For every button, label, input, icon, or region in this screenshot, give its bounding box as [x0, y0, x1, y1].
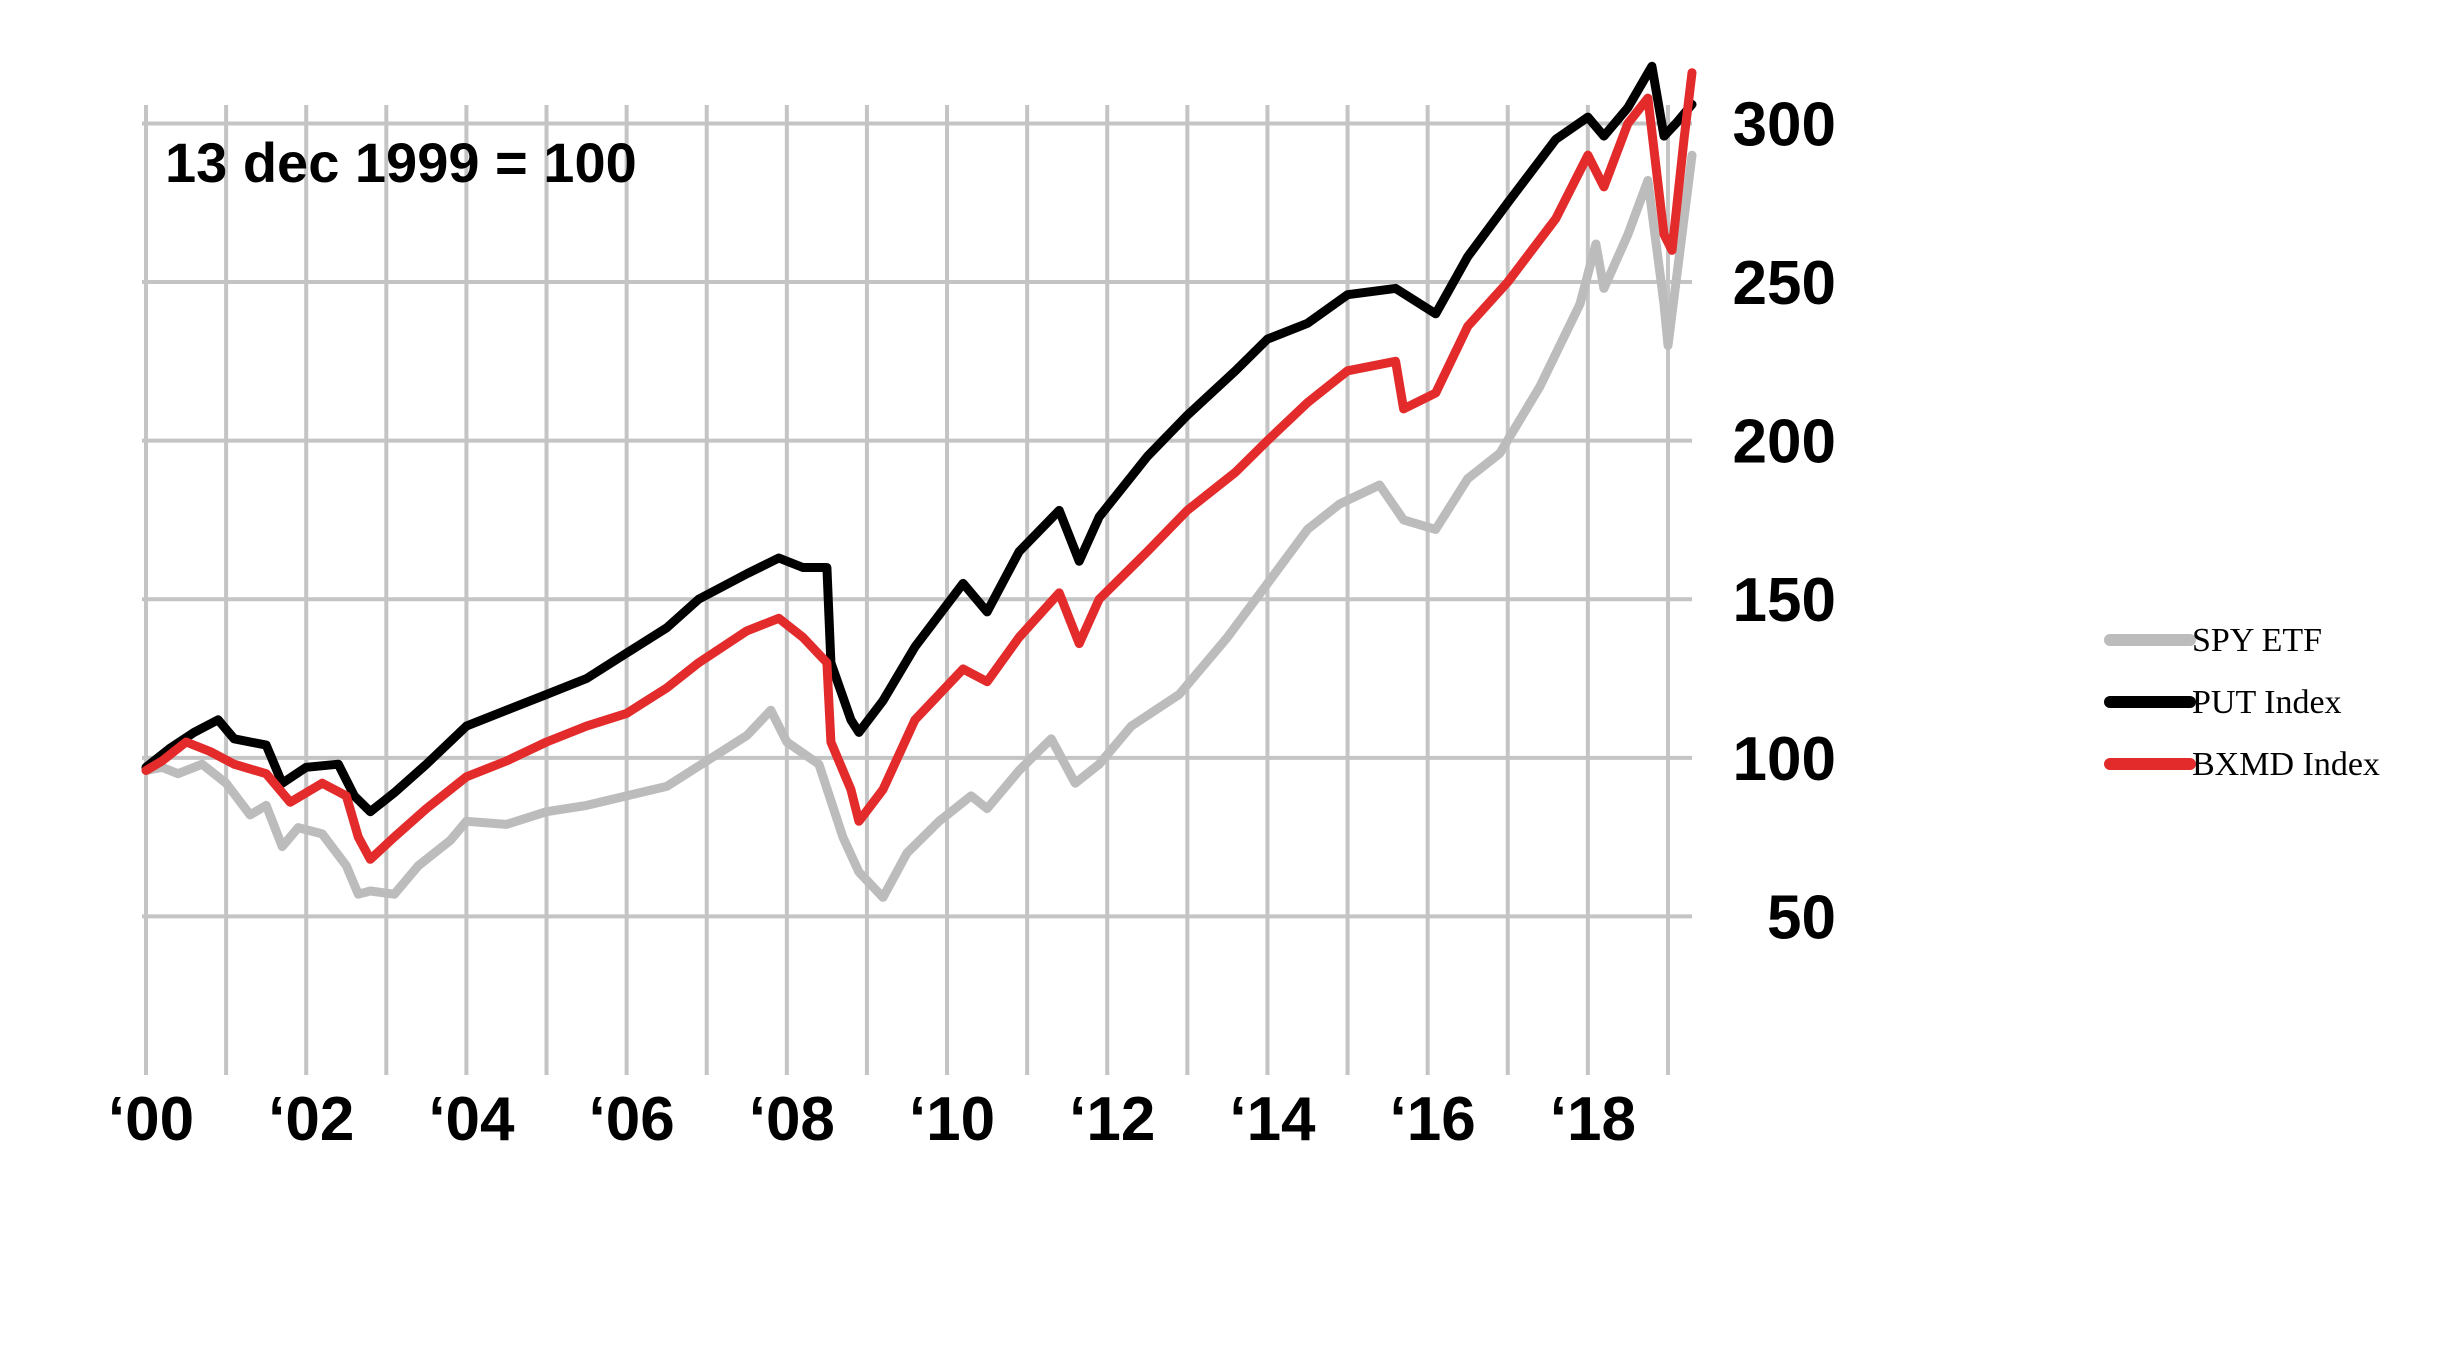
x-tick-label: ‘18 — [1550, 1085, 1636, 1154]
legend: SPY ETF PUT Index BXMD Index — [2104, 622, 2380, 783]
x-tick-label: ‘16 — [1390, 1085, 1476, 1154]
series-lines — [141, 61, 1697, 902]
legend-label: BXMD Index — [2192, 746, 2380, 783]
grid — [142, 105, 1692, 1075]
y-tick-label: 150 — [1733, 566, 1836, 635]
x-tick-label: ‘14 — [1229, 1085, 1316, 1154]
x-tick-label: ‘12 — [1069, 1085, 1155, 1154]
legend-label: PUT Index — [2192, 684, 2342, 721]
x-tick-label: ‘00 — [108, 1085, 194, 1154]
x-tick-label: ‘04 — [428, 1085, 515, 1154]
legend-label: SPY ETF — [2192, 622, 2322, 659]
x-tick-label: ‘06 — [589, 1085, 675, 1154]
series-line-bxmd-index — [141, 68, 1697, 864]
y-axis-ticks: 50 100 150 200 250 300 — [1733, 90, 1836, 952]
x-tick-label: ‘02 — [268, 1085, 354, 1154]
y-tick-label: 100 — [1733, 725, 1836, 794]
base-annotation: 13 dec 1999 = 100 — [165, 131, 637, 194]
series-line-spy-etf — [141, 150, 1697, 902]
y-tick-label: 200 — [1733, 408, 1836, 477]
series-line-put-index — [141, 61, 1697, 817]
y-tick-label: 50 — [1767, 883, 1836, 952]
y-tick-label: 300 — [1733, 90, 1836, 159]
x-tick-label: ‘08 — [749, 1085, 835, 1154]
y-tick-label: 250 — [1733, 249, 1836, 318]
x-axis-ticks: ‘00 ‘02 ‘04 ‘06 ‘08 ‘10 ‘12 ‘14 ‘16 ‘18 — [108, 1085, 1636, 1154]
x-tick-label: ‘10 — [909, 1085, 995, 1154]
